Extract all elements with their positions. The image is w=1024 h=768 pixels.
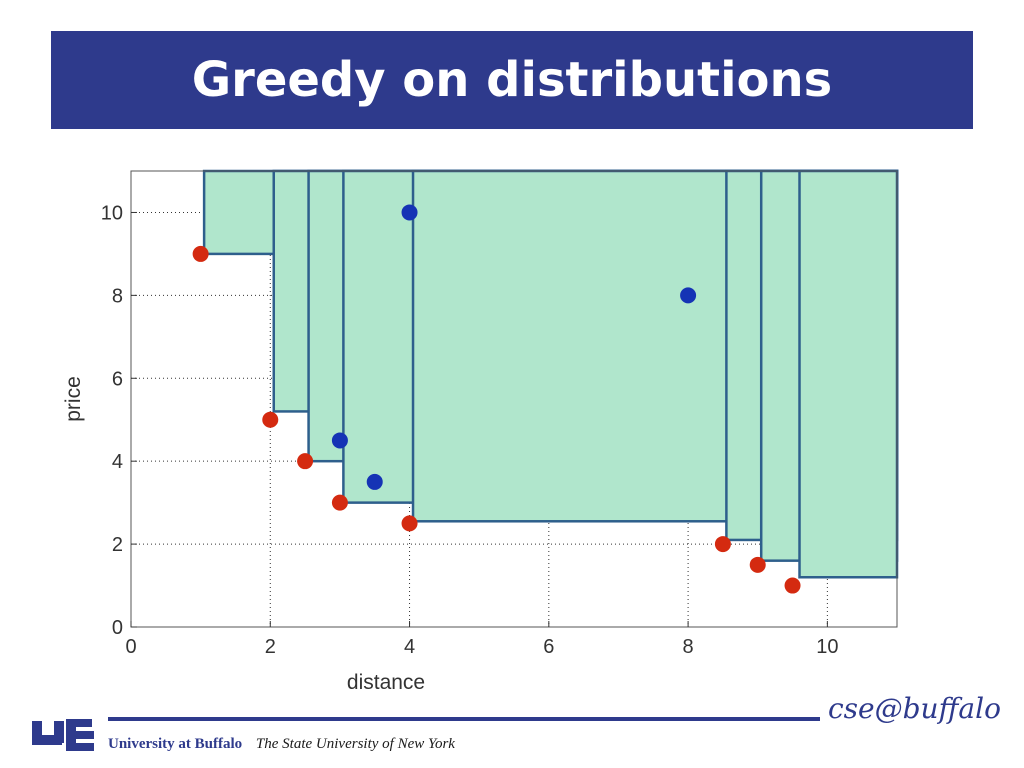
chart: 0 2 4 6 8 10 0 2 4 6 8 10 distance price: [62, 169, 899, 694]
dominance-region: [798, 169, 899, 579]
red-data-point: [297, 453, 314, 470]
y-tick-label: 4: [112, 451, 123, 473]
x-tick-label: 6: [543, 636, 554, 658]
y-axis-label: price: [62, 376, 85, 422]
x-tick-label: 0: [125, 636, 136, 658]
red-data-point: [714, 536, 731, 553]
slide-title: Greedy on distributions: [191, 52, 833, 108]
red-data-point: [331, 494, 348, 511]
title-bar: Greedy on distributions: [51, 31, 973, 129]
footer-text: University at Buffalo The State Universi…: [108, 736, 455, 753]
x-tick-label: 2: [265, 636, 276, 658]
y-tick-label: 2: [112, 534, 123, 556]
blue-data-point: [680, 287, 697, 304]
footer-university: University at Buffalo: [108, 736, 243, 752]
plot-frame: [130, 170, 898, 628]
blue-data-point: [401, 204, 418, 221]
red-data-point: [401, 515, 418, 532]
x-tick-label: 8: [683, 636, 694, 658]
footer-suny: The State University of New York: [255, 736, 455, 752]
red-data-point: [192, 245, 209, 262]
x-tick-label: 4: [404, 636, 415, 658]
x-tick-label: 10: [816, 636, 838, 658]
x-axis-label: distance: [347, 671, 425, 694]
y-tick-label: 6: [112, 368, 123, 390]
y-tick-label: 0: [112, 617, 123, 639]
red-data-point: [749, 556, 766, 573]
y-tick-label: 8: [112, 285, 123, 307]
cse-brand: cse@buffalo: [828, 692, 1001, 725]
blue-data-point: [366, 473, 383, 490]
y-tick-label: 10: [101, 202, 123, 224]
red-data-point: [784, 577, 801, 594]
red-data-point: [262, 411, 279, 428]
blue-data-point: [331, 432, 348, 449]
ub-logo-icon: UB: [32, 719, 94, 751]
footer-divider: [108, 717, 820, 721]
